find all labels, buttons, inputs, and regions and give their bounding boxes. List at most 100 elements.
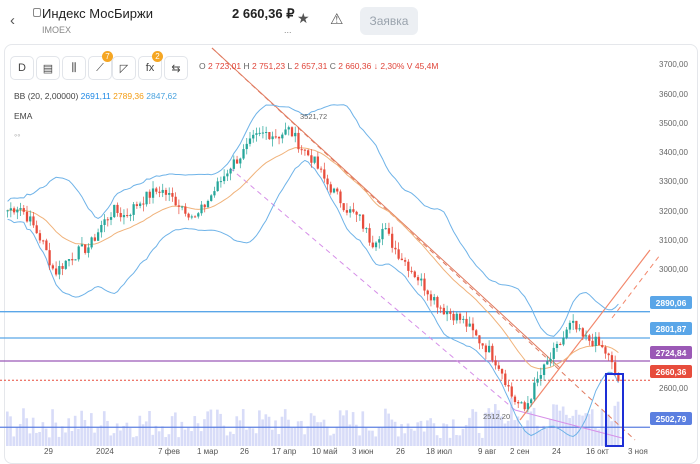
volume-bar <box>448 437 452 446</box>
volume-bar <box>77 428 80 446</box>
y-tick: 3500,00 <box>659 119 688 128</box>
volume-bar <box>390 419 394 446</box>
bb-indicator-label[interactable]: BB (20, 2,00000) 2691,11 2789,36 2847,62 <box>14 91 177 101</box>
candle-body <box>475 330 478 336</box>
candle-body <box>265 132 268 134</box>
volume-bar <box>581 415 584 446</box>
volume-bar <box>186 427 190 446</box>
price-level-label[interactable]: 2724,84 <box>650 346 692 359</box>
candle-body <box>210 195 213 201</box>
candles-icon[interactable]: ⫼ <box>62 56 86 80</box>
favorite-star-icon[interactable]: ★ <box>297 10 310 26</box>
candle-body <box>42 240 45 242</box>
volume-bar <box>170 416 174 446</box>
shape-tool-icon[interactable]: ◸ <box>112 56 136 80</box>
volume-bar <box>67 418 71 446</box>
chart-panel <box>4 44 698 464</box>
candle-body <box>433 297 436 301</box>
volume-bar <box>270 429 274 446</box>
candle-body <box>339 191 342 204</box>
volume-bar <box>335 426 339 446</box>
candle-body <box>77 246 80 260</box>
candle-body <box>119 212 122 218</box>
interval-button[interactable]: D <box>10 56 34 80</box>
candle-body <box>193 216 197 218</box>
candle-body <box>25 211 29 222</box>
current-price-label[interactable]: 2660,36 <box>650 365 692 378</box>
volume-bar <box>267 416 271 446</box>
volume-bar <box>93 432 96 446</box>
candle-body <box>303 149 307 151</box>
candle-body <box>526 403 530 410</box>
x-tick: 24 <box>552 447 561 456</box>
candle-body <box>468 323 471 327</box>
volume-bar <box>18 423 22 446</box>
candle-body <box>300 149 303 151</box>
volume-bar <box>319 422 323 446</box>
candle-body <box>232 159 235 169</box>
volume-bar <box>397 436 400 446</box>
settings-sliders-icon[interactable]: ⇆ <box>164 56 188 80</box>
indicator-fx-icon[interactable]: fx <box>138 56 162 80</box>
price-level-label[interactable]: 2801,87 <box>650 322 692 335</box>
candle-body <box>35 225 38 234</box>
x-tick: 18 июл <box>426 447 453 456</box>
candle-body <box>252 134 255 139</box>
volume-bar <box>506 420 510 446</box>
candle-body <box>132 204 135 215</box>
volume-bar <box>70 431 74 446</box>
candle-body <box>32 216 35 226</box>
volume-bar <box>558 410 562 446</box>
candle-body <box>381 228 384 240</box>
candle-body <box>281 134 284 139</box>
candle-body <box>497 365 500 369</box>
candle-body <box>568 322 572 330</box>
volume-bar <box>574 409 578 446</box>
candle-body <box>74 259 77 261</box>
volume-bar <box>403 433 407 446</box>
back-arrow-icon[interactable]: ‹ <box>10 12 15 29</box>
volume-bar <box>287 419 290 446</box>
price-level-label[interactable]: 2502,79 <box>650 412 692 425</box>
ema-indicator-label[interactable]: EMA <box>14 111 33 121</box>
candle-body <box>539 375 542 379</box>
volume-bar <box>535 425 539 446</box>
candle-body <box>484 345 488 353</box>
candle-body <box>158 191 161 193</box>
candle-body <box>358 214 361 216</box>
candle-body <box>6 210 9 212</box>
current-price: 2 660,36 ₽ <box>232 6 295 21</box>
price-level-label[interactable]: 2890,06 <box>650 296 692 309</box>
eye-hidden-icon[interactable]: ◦◦ <box>14 130 21 140</box>
volume-bar <box>274 420 277 446</box>
volume-bar <box>41 422 45 446</box>
volume-bar <box>90 413 93 446</box>
candle-body <box>449 311 452 314</box>
candle-body <box>64 260 67 269</box>
alert-bell-icon[interactable]: ⚠ <box>330 11 344 28</box>
candle-body <box>513 396 517 403</box>
candle-body <box>504 373 507 386</box>
volume-bar <box>419 420 423 446</box>
volume-bar <box>500 416 504 446</box>
volume-bar <box>60 426 64 446</box>
candle-body <box>413 271 416 278</box>
chart-type-icon[interactable]: ▤ <box>36 56 60 80</box>
volume-bar <box>138 415 142 446</box>
y-tick: 3100,00 <box>659 236 688 245</box>
volume-bar <box>358 435 361 446</box>
volume-bar <box>122 425 125 446</box>
volume-bar <box>565 414 568 446</box>
candle-body <box>242 149 245 159</box>
volume-bar <box>115 423 119 446</box>
candle-body <box>100 224 103 233</box>
volume-bar <box>83 420 87 446</box>
order-button[interactable]: Заявка <box>360 7 418 35</box>
candle-body <box>601 345 604 348</box>
volume-bar <box>332 433 336 446</box>
volume-bar <box>258 410 261 446</box>
candle-body <box>151 188 155 198</box>
volume-bar <box>613 405 617 446</box>
candle-body <box>213 191 216 196</box>
